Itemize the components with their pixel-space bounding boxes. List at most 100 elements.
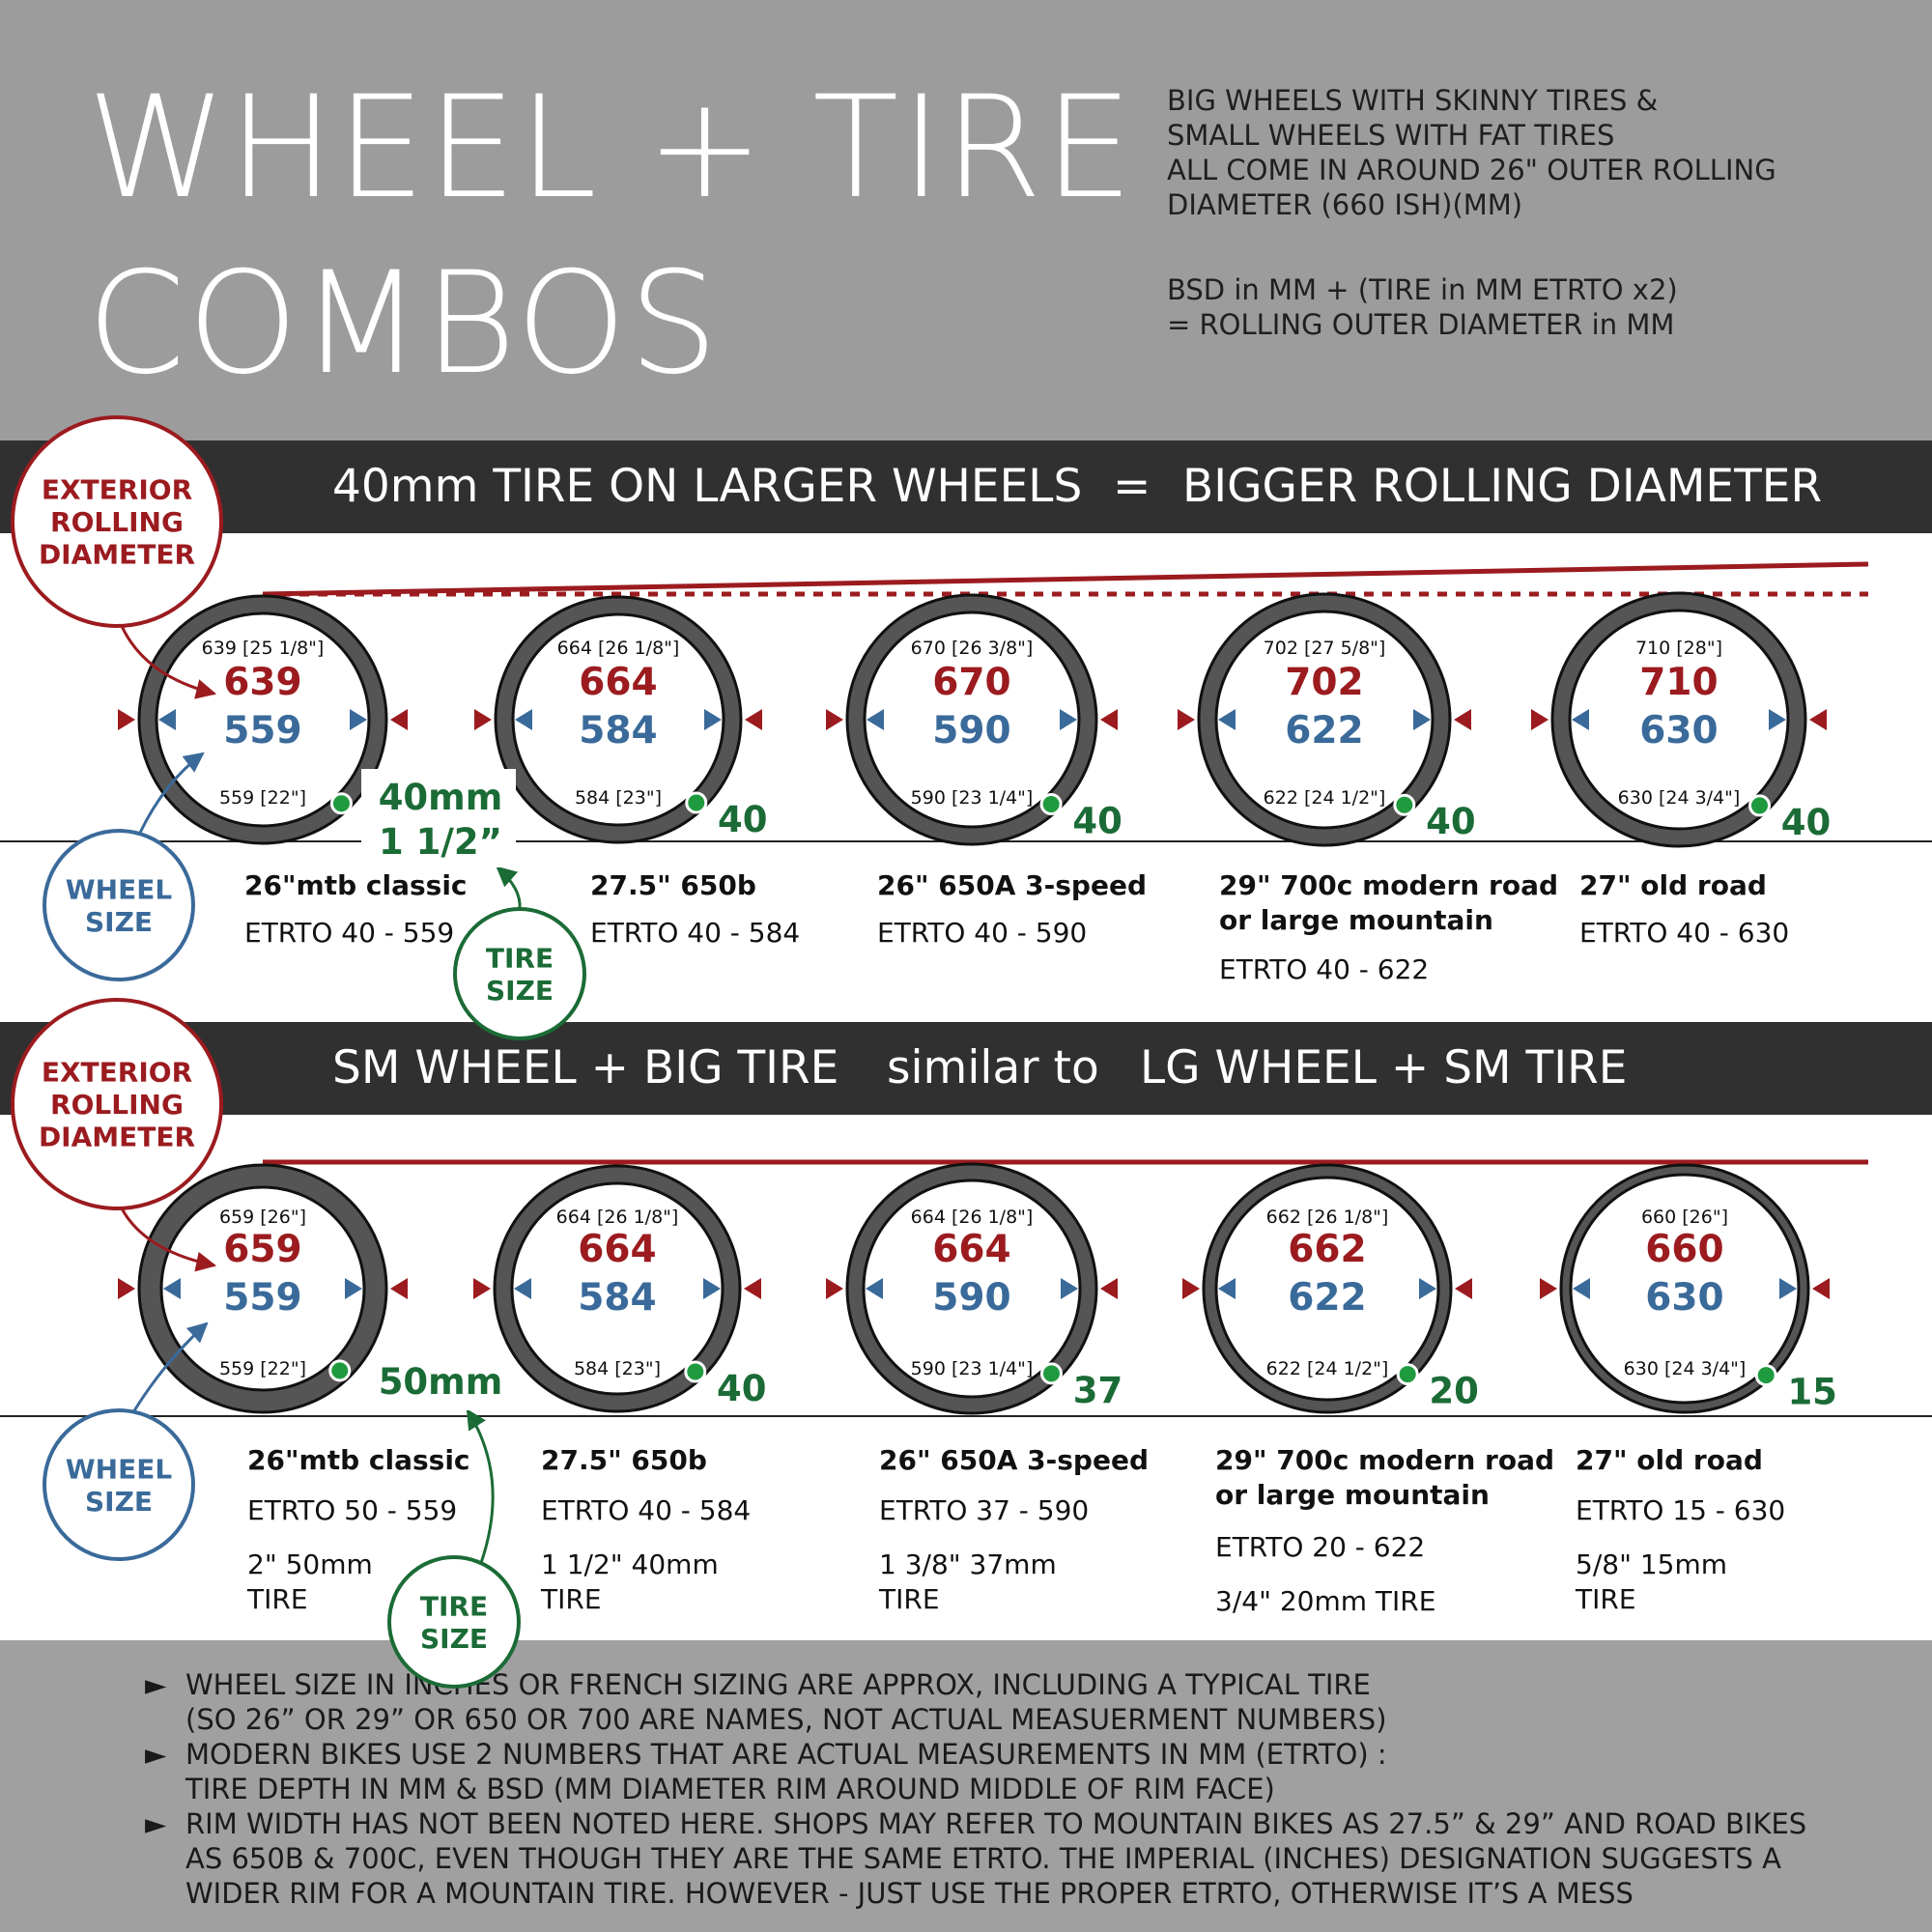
note-item: ► WHEEL SIZE IN INCHES OR FRENCH SIZING A…: [145, 1667, 1387, 1737]
tire-callout-value: 50mm: [379, 1361, 503, 1403]
exterior-marker-left: [1182, 1278, 1200, 1299]
wheel-size-callout-text: SIZE: [85, 1486, 153, 1518]
tire-marker-dot: [1039, 792, 1063, 815]
exterior-marker-left: [474, 709, 492, 730]
outer-diameter-value: 662: [1288, 1228, 1366, 1271]
section2-wheel: 664 [26 1/8"]664 590 590 [23 1/4"] 37: [826, 1162, 1123, 1415]
wheel-size-callout-text: WHEEL: [66, 873, 173, 905]
wheel-name: 26"mtb classic: [244, 869, 468, 901]
tire-width-value: 40: [1072, 800, 1122, 841]
section1-wheel: 670 [26 3/8"]670 590 590 [23 1/4"] 40: [826, 593, 1122, 846]
tire-ring: [139, 596, 386, 843]
exterior-diameter-callout-ring: [11, 415, 223, 628]
exterior-diameter-callout-text: ROLLING: [50, 506, 184, 538]
tire-callout-value: 1 1/2”: [379, 821, 502, 863]
bsd-value: 622: [1285, 709, 1363, 753]
tire-size-description: 1 1/2" 40mm: [541, 1548, 719, 1580]
tire-size-description: 2" 50mm: [247, 1548, 373, 1580]
reference-lines: [0, 561, 1932, 1417]
exterior-diameter-callout-text: DIAMETER: [39, 1122, 195, 1153]
wheel-name-cont: or large mountain: [1215, 1479, 1490, 1511]
bsd-marker-right: [1060, 709, 1077, 730]
tire-size-callout-text: SIZE: [486, 975, 554, 1007]
tire-width-value: 15: [1787, 1372, 1837, 1413]
tire-width-value: 37: [1073, 1370, 1123, 1411]
section1-band-right: BIGGER ROLLING DIAMETER: [1182, 460, 1823, 513]
tire-ring: [847, 595, 1096, 844]
tire-marker-dot: [1396, 1363, 1419, 1386]
outer-diameter-value: 710: [1639, 661, 1718, 704]
bsd-marker-left: [1572, 709, 1589, 730]
tire-width-value: 40: [717, 1368, 767, 1409]
bsd-marker-right: [1769, 709, 1786, 730]
exterior-marker-left: [1178, 709, 1195, 730]
exterior-marker-left: [118, 709, 135, 730]
tire-size-description-cont: TIRE: [247, 1583, 308, 1615]
note-line: TIRE DEPTH IN MM & BSD (MM DIAMETER RIM …: [185, 1773, 1275, 1805]
page-title: WHEEL + TIRE COMBOS: [87, 60, 1135, 412]
exterior-marker-right: [390, 709, 408, 730]
note-bullet: ►: [145, 1738, 167, 1771]
tire-size-callout-text: TIRE: [486, 942, 554, 974]
bsd-marker-left: [1573, 1278, 1590, 1299]
bsd-value: 630: [1645, 1276, 1723, 1320]
formula-line: BSD in MM + (TIRE in MM ETRTO x2): [1167, 273, 1678, 306]
outer-diameter-value: 702: [1285, 661, 1363, 704]
outer-diameter-inches: 660 [26"]: [1641, 1207, 1728, 1228]
outer-diameter-inches: 702 [27 5/8"]: [1264, 638, 1386, 659]
section2-band-right: LG WHEEL + SM TIRE: [1140, 1041, 1628, 1094]
wheel-name: 29" 700c modern road: [1215, 1444, 1555, 1476]
section2-band: SM WHEEL + BIG TIRE similar to LG WHEEL …: [0, 1022, 1932, 1115]
intro-text: BIG WHEELS WITH SKINNY TIRES & SMALL WHE…: [1167, 83, 1776, 342]
wheel-size-callout-text: WHEEL: [66, 1453, 173, 1485]
bsd-marker-left: [163, 1278, 181, 1299]
bsd-marker-right: [703, 1278, 721, 1299]
tire-ring: [496, 597, 741, 842]
rolling-diameter-line: [262, 561, 1869, 597]
section1-wheel: 664 [26 1/8"]664 584 584 [23"] 40: [474, 595, 768, 844]
bsd-marker-left: [158, 709, 176, 730]
exterior-marker-right: [1100, 709, 1118, 730]
bsd-value: 584: [578, 1276, 656, 1320]
etrto-label: ETRTO 50 - 559: [247, 1494, 458, 1526]
tire-ring: [1561, 1165, 1808, 1412]
rim-inner-edge: [1568, 609, 1790, 831]
tire-marker-dot: [685, 791, 708, 814]
tire-size-description: 1 3/8" 37mm: [879, 1548, 1057, 1580]
wheel-name: 26" 650A 3-speed: [877, 869, 1148, 901]
wheel-callout-arrow: [131, 1321, 209, 1413]
section1-band-left: 40mm TIRE ON LARGER WHEELS: [332, 460, 1083, 513]
exterior-marker-right: [1809, 709, 1827, 730]
bsd-marker-right: [704, 709, 722, 730]
etrto-label: ETRTO 40 - 622: [1219, 953, 1430, 985]
wheel-size-callout-text: SIZE: [85, 906, 153, 938]
intro-line: BIG WHEELS WITH SKINNY TIRES &: [1167, 84, 1659, 117]
tire-outer-edge: [1202, 1163, 1453, 1414]
tire-size-description-cont: TIRE: [541, 1583, 602, 1615]
tire-ring: [1552, 593, 1805, 846]
etrto-label: ETRTO 40 - 590: [877, 917, 1088, 949]
outer-diameter-inches: 659 [26"]: [219, 1207, 306, 1228]
bsd-marker-right: [350, 709, 367, 730]
bsd-marker-left: [867, 709, 884, 730]
outer-diameter-inches: 639 [25 1/8"]: [202, 638, 325, 659]
rim-inner-edge: [155, 611, 371, 828]
callouts: EXTERIORROLLINGDIAMETERWHEELSIZETIRESIZE…: [11, 415, 586, 1689]
section1-wheel: 702 [27 5/8"]702 622 622 [24 1/2"] 40: [1178, 592, 1476, 847]
note-bullet: ►: [145, 1807, 167, 1840]
section2-wheel: 662 [26 1/8"]662 622 622 [24 1/2"] 20: [1182, 1163, 1479, 1414]
bsd-inches: 584 [23"]: [574, 1358, 661, 1379]
bsd-marker-right: [1779, 1278, 1797, 1299]
tire-ring: [495, 1166, 740, 1411]
tire-size-callout-ring: [387, 1555, 521, 1689]
exterior-callout-arrow: [120, 625, 217, 699]
exterior-diameter-callout-text: EXTERIOR: [42, 1056, 192, 1088]
wheel-name: 27" old road: [1579, 869, 1767, 901]
wheel-name-cont: or large mountain: [1219, 904, 1493, 936]
wheel-name: 27.5" 650b: [541, 1444, 707, 1476]
